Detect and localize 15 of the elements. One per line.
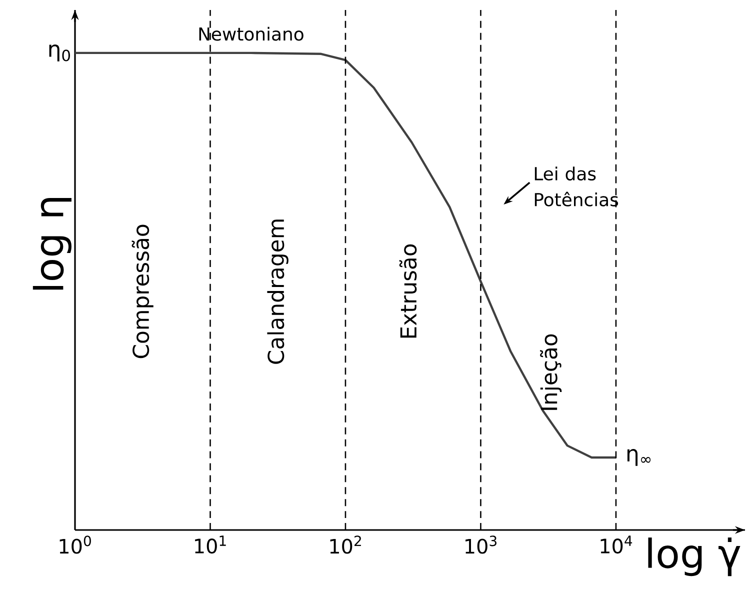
annotation: Calandragem bbox=[267, 220, 288, 364]
annotation: η$_{0}$ bbox=[49, 44, 70, 62]
x-tick-label: 10$^{1}$ bbox=[195, 536, 226, 554]
annotation: Extrusão bbox=[399, 244, 417, 338]
annotation: Lei das Potências bbox=[534, 166, 618, 206]
x-tick-label: 10$^{3}$ bbox=[466, 536, 496, 554]
annotation: η$_{∞}$ bbox=[627, 449, 651, 466]
x-tick-label: 10$^{0}$ bbox=[60, 536, 91, 554]
text: Newtoniano bbox=[199, 26, 304, 41]
annotation: Compressão bbox=[132, 224, 154, 358]
x-axis-title: log γ̇ bbox=[648, 538, 740, 576]
x-tick-label: 10$^{4}$ bbox=[600, 536, 632, 554]
x-tick-label: 10$^{2}$ bbox=[330, 536, 361, 554]
y-axis-title: log η bbox=[32, 198, 72, 290]
annotation: Injeção bbox=[540, 334, 562, 410]
